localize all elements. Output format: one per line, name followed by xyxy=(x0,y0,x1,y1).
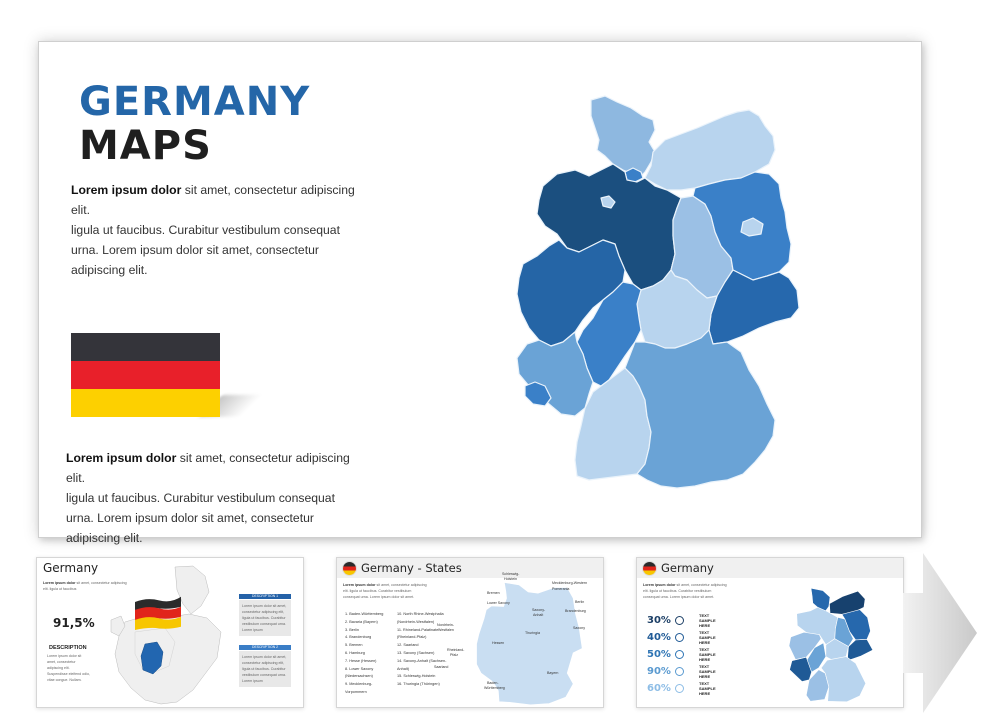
intro-paragraph: Lorem ipsum dolor sit amet, consectetur … xyxy=(71,183,355,277)
map-label: Bremen xyxy=(487,591,500,595)
main-slide: GERMANY MAPS Lorem ipsum dolor sit amet,… xyxy=(38,41,922,545)
title-maps: MAPS xyxy=(79,123,212,169)
stat-text: Lorem ipsum dolor sit amet, consectetur … xyxy=(47,654,90,682)
circle-icon xyxy=(675,616,684,625)
map-label: Anhalt xyxy=(533,613,544,617)
map-label: Thuringia xyxy=(525,631,540,635)
map-label: Saxony xyxy=(573,626,585,630)
map-label: Berlin xyxy=(575,600,585,604)
thumb-intro: Lorem ipsum dolor sit amet, consectetur … xyxy=(343,583,427,599)
desc-box-2-header: DESCRIPTION 2 xyxy=(239,645,291,650)
thumbnail-slide-2[interactable]: Germany - States Lorem ipsum dolor sit a… xyxy=(336,557,604,708)
title-germany: GERMANY xyxy=(79,79,311,125)
circle-icon xyxy=(675,650,684,659)
waving-flag xyxy=(135,596,181,630)
state-berlin xyxy=(740,217,764,237)
germany-flag-icon xyxy=(643,561,656,575)
stat-row-2: 40% TEXT SAMPLE HERE xyxy=(647,630,716,645)
map-label: Saxony- xyxy=(532,608,546,612)
germany-outline-map xyxy=(476,582,583,706)
bottom-paragraph: Lorem ipsum dolor sit amet, consectetur … xyxy=(66,451,350,545)
thumb-title: Germany xyxy=(43,561,99,575)
germany-flag-icon xyxy=(343,561,356,575)
paragraph-bold-lead: Lorem ipsum dolor xyxy=(66,451,177,465)
map-label: Rheinland- xyxy=(447,648,465,652)
thumbnail-slide-3[interactable]: Germany Lorem ipsum dolor sit amet, cons… xyxy=(636,557,904,708)
thumb-header: Germany xyxy=(637,558,903,578)
paragraph-bold-lead: Lorem ipsum dolor xyxy=(71,183,182,197)
state-schleswig-holstein xyxy=(590,95,656,179)
stat-row-3: 50% TEXT SAMPLE HERE xyxy=(647,647,716,662)
germany-states-map xyxy=(516,95,800,489)
thumb-title: Germany - States xyxy=(361,561,462,575)
states-list-col-1: 1. Baden-Württemberg 2. Bavaria (Bayern)… xyxy=(345,612,384,694)
circle-icon xyxy=(675,633,684,642)
state-bremen xyxy=(600,195,616,209)
flag-stripe-gold xyxy=(71,389,220,417)
next-arrow-icon[interactable] xyxy=(903,553,983,713)
state-bayern xyxy=(624,329,776,489)
state-saarland xyxy=(524,381,552,407)
map-label: Westfalen xyxy=(438,628,454,632)
map-label: Brandenburg xyxy=(565,609,586,613)
map-label: Bayern xyxy=(547,671,559,675)
thumb-intro: Lorem ipsum dolor sit amet, consectetur … xyxy=(643,583,727,599)
map-label: Hessen xyxy=(492,641,505,645)
map-label: Pfalz xyxy=(450,653,458,657)
map-label: Saarland xyxy=(434,665,449,669)
desc-box-1-text: Lorem ipsum dolor sit amet, consectetur … xyxy=(239,600,291,636)
thumb-intro: Lorem ipsum dolor sit amet, consectetur … xyxy=(43,581,127,591)
stat-row-1: 30% TEXT SAMPLE HERE xyxy=(647,613,716,628)
thumb-title: Germany xyxy=(661,561,714,575)
germany-choropleth-map xyxy=(788,587,874,703)
map-label: Nordrhein- xyxy=(437,623,454,627)
desc-box-2-text: Lorem ipsum dolor sit amet, consectetur … xyxy=(239,651,291,687)
stat-row-5: 60% TEXT SAMPLE HERE xyxy=(647,681,716,696)
europe-map xyxy=(110,565,222,705)
map-label: Schleswig- xyxy=(502,572,520,576)
map-label: Lower Saxony xyxy=(487,601,510,605)
desc-box-1-header: DESCRIPTION 1 xyxy=(239,594,291,599)
stat-label: DESCRIPTION xyxy=(49,645,87,651)
map-label: Mecklenburg-Western Pomerania xyxy=(552,581,588,591)
germany-flag xyxy=(71,333,262,417)
states-list-col-2: 10. North Rhine-Westphalia (Nordrhein-We… xyxy=(397,612,447,687)
map-label: Württemberg xyxy=(484,686,505,690)
circle-icon xyxy=(675,684,684,693)
flag-stripe-black xyxy=(71,333,220,361)
thumbnail-slide-1[interactable]: Germany Lorem ipsum dolor sit amet, cons… xyxy=(36,557,304,708)
flag-stripe-red xyxy=(71,361,220,389)
map-label: Holstein xyxy=(504,577,517,581)
stat-row-4: 90% TEXT SAMPLE HERE xyxy=(647,664,716,679)
thumb-header: Germany - States xyxy=(337,558,603,578)
circle-icon xyxy=(675,667,684,676)
stat-value: 91,5% xyxy=(53,616,95,630)
map-label: Baden- xyxy=(487,681,499,685)
